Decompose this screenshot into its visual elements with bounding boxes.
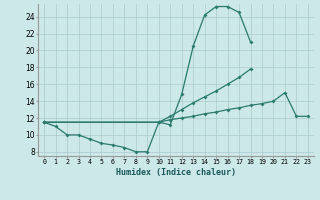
- X-axis label: Humidex (Indice chaleur): Humidex (Indice chaleur): [116, 168, 236, 177]
